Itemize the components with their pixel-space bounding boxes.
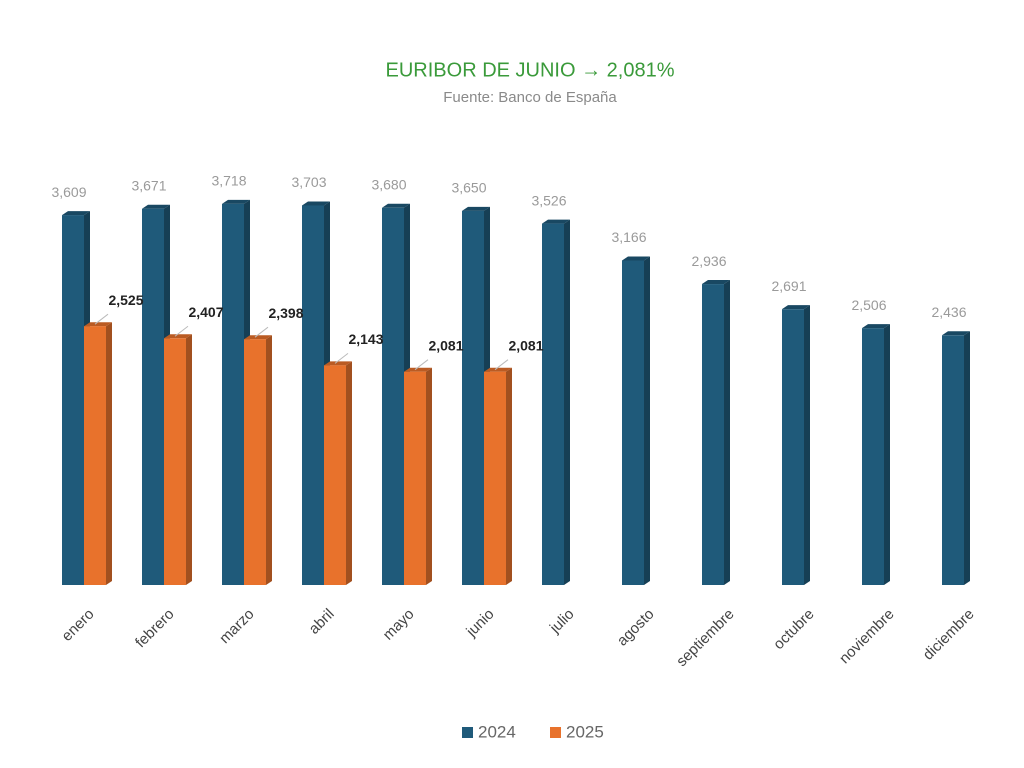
bar-top bbox=[84, 322, 112, 327]
value-label: 3,703 bbox=[291, 174, 326, 190]
leader-line bbox=[494, 359, 509, 371]
bar bbox=[702, 284, 724, 585]
bar-top bbox=[462, 206, 490, 211]
bar bbox=[782, 309, 804, 585]
bar-top bbox=[222, 199, 250, 204]
bar bbox=[222, 203, 244, 585]
value-label: 3,609 bbox=[51, 184, 86, 200]
x-tick-label: septiembre bbox=[673, 606, 737, 670]
x-tick-label: abril bbox=[306, 606, 338, 638]
bar-side bbox=[186, 334, 192, 585]
bar bbox=[404, 371, 426, 585]
legend-label: 2024 bbox=[478, 722, 516, 741]
bar-side bbox=[266, 335, 272, 585]
leader-line bbox=[254, 326, 269, 338]
value-label: 2,525 bbox=[108, 292, 143, 308]
value-label: 2,081 bbox=[508, 337, 543, 353]
bar bbox=[862, 328, 884, 585]
bar-top bbox=[484, 367, 512, 372]
leader-line bbox=[94, 313, 109, 325]
bar-top bbox=[702, 280, 730, 285]
bar-side bbox=[426, 367, 432, 585]
x-tick-label: noviembre bbox=[836, 606, 898, 668]
bar-side bbox=[964, 331, 970, 585]
bar-side bbox=[644, 256, 650, 585]
bar bbox=[62, 215, 84, 585]
leader-line bbox=[174, 325, 189, 337]
x-tick-label: junio bbox=[462, 606, 497, 641]
leader-line bbox=[414, 359, 429, 371]
bar bbox=[382, 207, 404, 586]
value-label: 3,718 bbox=[211, 173, 246, 189]
bar bbox=[164, 338, 186, 585]
bar bbox=[942, 335, 964, 585]
bar-side bbox=[724, 280, 730, 585]
bar-top bbox=[244, 335, 272, 340]
bar-top bbox=[382, 203, 410, 208]
bar-side bbox=[506, 367, 512, 585]
x-tick-label: marzo bbox=[216, 606, 257, 647]
value-label: 2,506 bbox=[851, 297, 886, 313]
bar-top bbox=[62, 211, 90, 216]
bar bbox=[462, 210, 484, 585]
value-label: 2,936 bbox=[691, 253, 726, 269]
x-tick-label: agosto bbox=[614, 606, 658, 650]
bar-side bbox=[804, 305, 810, 585]
x-tick-label: diciembre bbox=[920, 606, 978, 664]
x-tick-label: julio bbox=[546, 606, 578, 638]
leader-line bbox=[334, 352, 349, 364]
value-label: 2,691 bbox=[771, 278, 806, 294]
bar-side bbox=[346, 361, 352, 585]
bar-top bbox=[164, 334, 192, 339]
bar-top bbox=[782, 305, 810, 310]
bar-top bbox=[302, 201, 330, 206]
bar bbox=[302, 205, 324, 585]
bar bbox=[622, 260, 644, 585]
bar bbox=[142, 208, 164, 585]
value-label: 3,526 bbox=[531, 192, 566, 208]
value-label: 2,436 bbox=[931, 304, 966, 320]
bar-side bbox=[106, 322, 112, 585]
chart-subtitle: Fuente: Banco de España bbox=[443, 89, 617, 106]
bar bbox=[324, 365, 346, 585]
value-label: 3,166 bbox=[611, 229, 646, 245]
bar-top bbox=[542, 219, 570, 224]
bar-side bbox=[884, 324, 890, 585]
value-label: 2,143 bbox=[348, 331, 383, 347]
bar-top bbox=[862, 324, 890, 329]
bar bbox=[84, 326, 106, 585]
bar-top bbox=[942, 331, 970, 336]
x-tick-label: enero bbox=[58, 606, 97, 645]
bar bbox=[542, 223, 564, 585]
legend-swatch bbox=[550, 727, 561, 738]
value-label: 3,671 bbox=[131, 177, 166, 193]
bar bbox=[484, 371, 506, 585]
bar bbox=[244, 339, 266, 585]
value-label: 2,081 bbox=[428, 337, 463, 353]
value-label: 3,650 bbox=[451, 180, 486, 196]
bar-top bbox=[142, 204, 170, 209]
x-tick-label: octubre bbox=[770, 606, 817, 653]
x-tick-label: mayo bbox=[380, 606, 418, 644]
legend-swatch bbox=[462, 727, 473, 738]
legend-label: 2025 bbox=[566, 722, 604, 741]
chart-title: EURIBOR DE JUNIO → 2,081% bbox=[386, 59, 675, 81]
bar-top bbox=[622, 256, 650, 261]
bar-top bbox=[404, 367, 432, 372]
x-tick-label: febrero bbox=[132, 606, 178, 652]
bar-top bbox=[324, 361, 352, 366]
bar-side bbox=[564, 219, 570, 585]
value-label: 2,407 bbox=[188, 304, 223, 320]
value-label: 2,398 bbox=[268, 305, 303, 321]
value-label: 3,680 bbox=[371, 177, 406, 193]
